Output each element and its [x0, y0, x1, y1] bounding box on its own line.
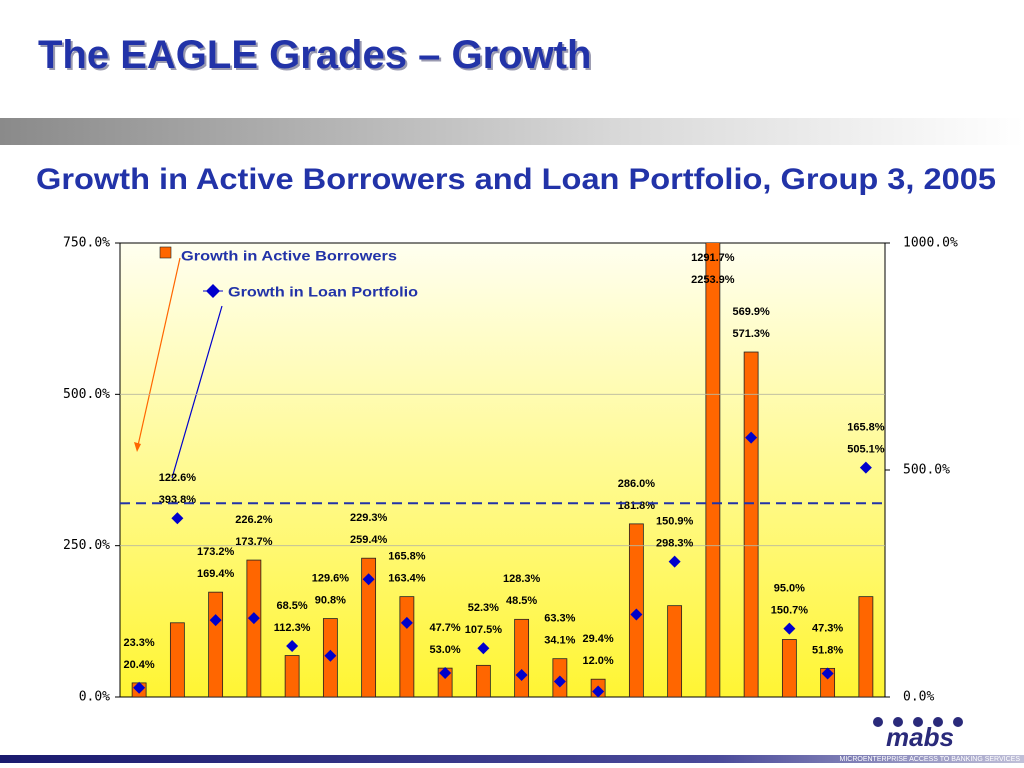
data-label: 20.4%: [124, 659, 155, 671]
diamond: [668, 555, 681, 568]
data-label: 298.3%: [656, 537, 694, 549]
data-label: 150.9%: [656, 515, 694, 527]
legend-pointer: [136, 257, 181, 451]
data-label: 1291.7%: [691, 252, 735, 264]
chart-title: Growth in Active Borrowers and Loan Port…: [36, 163, 996, 196]
data-label: 47.7%: [430, 622, 461, 634]
data-label: 569.9%: [732, 306, 770, 318]
data-label: 163.4%: [388, 573, 426, 585]
data-label: 48.5%: [506, 595, 537, 607]
y-tick-label: 250.0%: [63, 538, 110, 553]
diamond: [745, 431, 758, 444]
data-label: 173.2%: [197, 546, 235, 558]
data-label: 259.4%: [350, 534, 388, 546]
diamond: [286, 640, 299, 653]
footer-band: [0, 755, 1024, 763]
diamond: [630, 608, 643, 621]
legend-pointer-head: [134, 442, 141, 452]
data-label: 286.0%: [618, 478, 656, 490]
data-label: 169.4%: [197, 568, 235, 580]
diamond: [400, 616, 413, 629]
data-label: 571.3%: [732, 328, 770, 340]
legend-label: Growth in Loan Portfolio: [228, 284, 418, 300]
diamond: [133, 681, 146, 694]
legend-swatch: [206, 284, 220, 298]
bar: [246, 559, 262, 697]
data-label: 23.3%: [124, 637, 155, 649]
y2-tick-label: 0.0%: [903, 690, 934, 705]
diamond: [553, 675, 566, 688]
y-tick-label: 0.0%: [79, 690, 110, 705]
legend-swatch: [159, 246, 172, 259]
diamond: [362, 573, 375, 586]
data-label: 12.0%: [583, 655, 614, 667]
bar: [858, 596, 874, 697]
bar: [284, 655, 300, 697]
diamond: [171, 512, 184, 525]
data-label: 51.8%: [812, 644, 843, 656]
plot-area: [119, 242, 886, 698]
logo-tagline: MICROENTERPRISE ACCESS TO BANKING SERVIC…: [840, 756, 1021, 763]
legend-label: Growth in Active Borrowers: [181, 248, 397, 264]
bar: [169, 622, 185, 697]
bar: [705, 243, 721, 697]
bar: [361, 557, 377, 697]
y2-tick-label: 1000.0%: [903, 236, 958, 251]
bar: [475, 664, 491, 697]
y-tick-label: 500.0%: [63, 387, 110, 402]
diamond: [859, 461, 872, 474]
header-band: [0, 118, 1024, 145]
bar: [208, 591, 224, 697]
data-label: 90.8%: [315, 594, 346, 606]
data-label: 165.8%: [388, 551, 426, 563]
data-label: 173.7%: [235, 536, 273, 548]
diamond: [247, 612, 260, 625]
data-label: 122.6%: [159, 472, 197, 484]
bar: [667, 605, 683, 697]
data-label: 53.0%: [430, 644, 461, 656]
data-label: 47.3%: [812, 622, 843, 634]
data-label: 229.3%: [350, 512, 388, 524]
y2-tick-label: 500.0%: [903, 463, 950, 478]
data-label: 63.3%: [544, 613, 575, 625]
bar: [781, 639, 797, 697]
data-label: 505.1%: [847, 444, 885, 456]
logo: mabs: [886, 722, 954, 752]
diamond: [821, 667, 834, 680]
slide-title: The EAGLE Grades – Growth: [38, 33, 591, 77]
diamond: [209, 614, 222, 627]
bar: [743, 351, 759, 697]
diamond: [477, 642, 490, 655]
data-label: 52.3%: [468, 602, 499, 614]
bar: [514, 618, 530, 697]
bar: [399, 596, 415, 697]
data-label: 129.6%: [312, 572, 350, 584]
diamond: [783, 622, 796, 635]
diamond: [439, 666, 452, 679]
legend-pointer: [171, 305, 223, 479]
data-label: 150.7%: [771, 604, 809, 616]
diamond: [515, 668, 528, 681]
data-label: 2253.9%: [691, 274, 735, 286]
logo-dots: [873, 717, 963, 727]
title-shadow: The EAGLE Grades – Growth: [40, 35, 593, 79]
data-label: 68.5%: [277, 600, 308, 612]
data-label: 34.1%: [544, 635, 575, 647]
data-label: 165.8%: [847, 422, 885, 434]
diamond: [324, 649, 337, 662]
y-tick-label: 750.0%: [63, 236, 110, 251]
data-label: 128.3%: [503, 573, 541, 585]
data-label: 181.8%: [618, 500, 656, 512]
data-label: 393.8%: [159, 494, 197, 506]
diamond: [592, 685, 605, 697]
data-label: 95.0%: [774, 582, 805, 594]
data-label: 107.5%: [465, 624, 503, 636]
data-label: 226.2%: [235, 514, 273, 526]
data-label: 112.3%: [274, 622, 311, 634]
data-label: 29.4%: [583, 633, 614, 645]
